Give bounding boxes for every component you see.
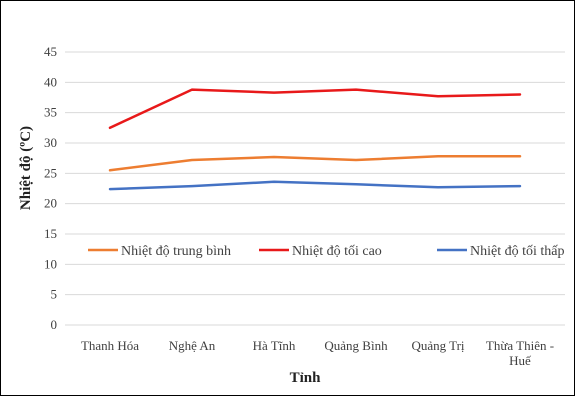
series-lines — [108, 88, 522, 191]
x-axis-title: Tỉnh — [290, 370, 322, 386]
y-tick-label: 0 — [51, 317, 58, 332]
x-tick-label: Quảng Bình — [324, 338, 388, 353]
series-line-3 — [108, 180, 522, 191]
x-tick-label: Nghệ An — [169, 338, 216, 353]
legend-label-2: Nhiệt độ tối cao — [292, 244, 382, 259]
y-tick-label: 15 — [44, 226, 57, 241]
legend-label-3: Nhiệt độ tối thấp — [470, 244, 565, 259]
y-tick-label: 25 — [44, 165, 57, 180]
y-tick-label: 30 — [44, 135, 57, 150]
y-tick-label: 35 — [44, 105, 57, 120]
x-tick-label: Thanh Hóa — [81, 338, 139, 353]
gridlines — [65, 51, 565, 326]
series-line-2 — [108, 88, 522, 130]
y-tick-label: 45 — [44, 44, 57, 59]
x-tick-label: Thừa Thiên - — [486, 338, 554, 353]
series-line-1 — [108, 155, 522, 172]
y-tick-label: 5 — [51, 287, 58, 302]
y-tick-label: 40 — [44, 74, 57, 89]
y-axis-title: Nhiệt độ (ºC) — [18, 126, 34, 210]
y-tick-labels: 0 5 10 15 20 25 30 35 40 45 — [44, 44, 57, 332]
x-tick-labels: Thanh Hóa Nghệ An Hà Tĩnh Quảng Bình Quảng T… — [81, 338, 554, 368]
x-tick-label: Quảng Trị — [411, 338, 464, 353]
legend-label-1: Nhiệt độ trung bình — [121, 244, 231, 259]
x-tick-label: Hà Tĩnh — [253, 338, 296, 353]
legend: Nhiệt độ trung bình Nhiệt độ tối cao Nhiệt… — [88, 244, 565, 259]
y-tick-label: 10 — [44, 256, 57, 271]
x-tick-label: Huế — [509, 353, 532, 368]
y-tick-label: 20 — [44, 196, 57, 211]
